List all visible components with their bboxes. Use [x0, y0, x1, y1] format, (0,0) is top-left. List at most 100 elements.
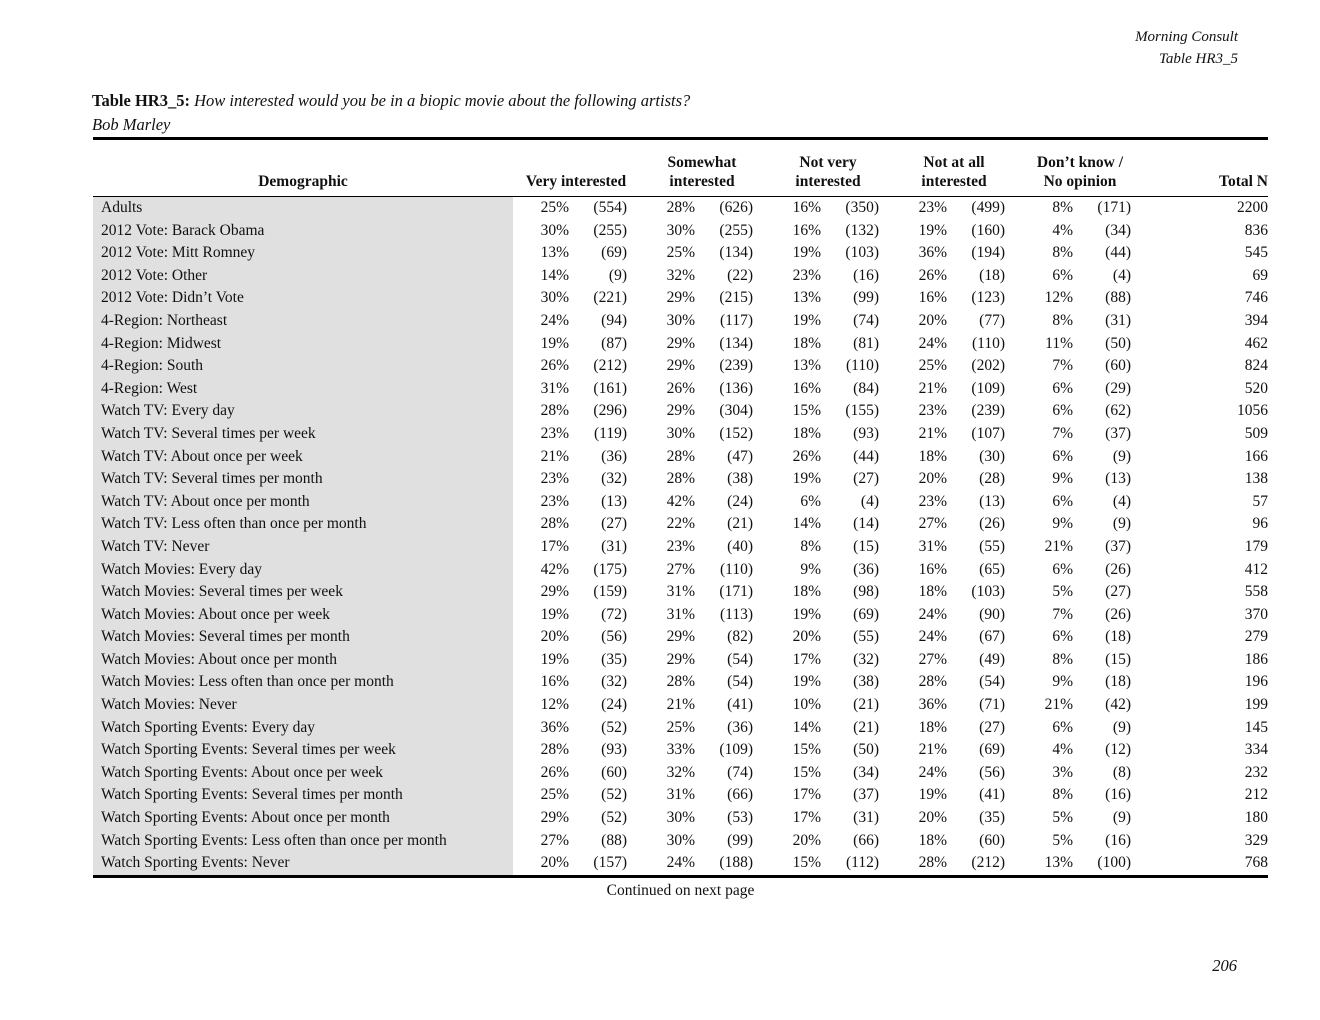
- percent-value: 29%: [666, 357, 695, 375]
- percent-value: 20%: [792, 628, 821, 646]
- percent-value: 9%: [1052, 673, 1073, 691]
- row-demographic-label: Watch Sporting Events: Less often than o…: [93, 829, 513, 853]
- percent-value: 21%: [1044, 537, 1073, 555]
- percent-value: 19%: [792, 244, 821, 262]
- percent-value: 25%: [666, 244, 695, 262]
- table-row: Watch TV: About once per week 21% (36) 28% (…: [93, 445, 1268, 469]
- column-header-line: Not at all: [923, 154, 985, 171]
- count-value: (32): [853, 650, 879, 668]
- count-value: (13): [1105, 470, 1131, 488]
- table-row: Watch Movies: Less often than once per m…: [93, 671, 1268, 695]
- count-value: (52): [601, 809, 627, 827]
- count-value: (41): [979, 786, 1005, 804]
- count-value: (16): [1105, 786, 1131, 804]
- page-number: 206: [1212, 956, 1237, 975]
- count-value: (159): [593, 583, 627, 601]
- percent-value: 8%: [1052, 244, 1073, 262]
- percent-value: 30%: [666, 831, 695, 849]
- row-demographic-label: 4-Region: West: [93, 377, 513, 401]
- row-demographic-label: 4-Region: Northeast: [93, 309, 513, 333]
- table-row: Watch Sporting Events: Several times per…: [93, 739, 1268, 762]
- table-row: 2012 Vote: Didn’t Vote 30% (221) 29% (215) 13…: [93, 287, 1268, 310]
- count-value: (99): [853, 289, 879, 307]
- count-value: (255): [593, 221, 627, 239]
- table-row: Watch Sporting Events: Several times per…: [93, 784, 1268, 808]
- percent-value: 23%: [918, 199, 947, 216]
- column-header-line: Very interested: [525, 173, 627, 190]
- percent-value: 18%: [792, 583, 821, 601]
- percent-value: 19%: [792, 673, 821, 691]
- percent-value: 25%: [666, 718, 695, 736]
- total-n-value: 462: [1244, 334, 1268, 352]
- percent-value: 13%: [540, 244, 569, 262]
- count-value: (44): [853, 447, 879, 465]
- percent-value: 9%: [800, 560, 821, 578]
- count-value: (110): [720, 560, 753, 578]
- percent-value: 24%: [918, 605, 947, 623]
- table-row: Watch TV: Several times per week 23% (119)…: [93, 422, 1268, 446]
- count-value: (103): [845, 244, 879, 262]
- total-n-value: 1056: [1237, 402, 1268, 420]
- title-subject: Bob Marley: [92, 115, 171, 134]
- row-demographic-label: 2012 Vote: Barack Obama: [93, 219, 513, 243]
- count-value: (16): [1105, 831, 1131, 849]
- percent-value: 11%: [1045, 334, 1073, 352]
- count-value: (113): [720, 605, 753, 623]
- count-value: (34): [853, 763, 879, 781]
- percent-value: 27%: [918, 650, 947, 668]
- percent-value: 31%: [666, 583, 695, 601]
- percent-value: 15%: [792, 763, 821, 781]
- running-header: Morning Consult Table HR3_5: [1135, 26, 1238, 70]
- row-demographic-label: Watch Movies: Never: [93, 694, 513, 717]
- table-row: Watch Sporting Events: Never 20% (157) 24% (…: [93, 852, 1268, 875]
- percent-value: 20%: [540, 854, 569, 872]
- count-value: (93): [853, 424, 879, 442]
- count-value: (304): [719, 402, 753, 420]
- count-value: (13): [601, 492, 627, 510]
- percent-value: 26%: [540, 763, 569, 781]
- count-value: (112): [846, 854, 879, 872]
- total-n-value: 166: [1244, 447, 1268, 465]
- percent-value: 30%: [540, 221, 569, 239]
- percent-value: 21%: [666, 696, 695, 714]
- percent-value: 28%: [918, 673, 947, 691]
- total-n-value: 145: [1244, 718, 1268, 736]
- count-value: (37): [1105, 537, 1131, 555]
- table-row: Watch Movies: About once per month 19% (35…: [93, 648, 1268, 672]
- percent-value: 30%: [540, 289, 569, 307]
- count-value: (42): [1105, 696, 1131, 714]
- count-value: (221): [593, 289, 627, 307]
- percent-value: 21%: [918, 741, 947, 759]
- data-table: Demographic Very interested Somewhat inter…: [93, 137, 1268, 878]
- column-header-line: Somewhat: [667, 154, 737, 171]
- table-row: 2012 Vote: Barack Obama 30% (255) 30% (255) 1…: [93, 219, 1268, 243]
- count-value: (554): [593, 199, 627, 216]
- table-row: Watch Movies: Every day 42% (175) 27% (110) 9…: [93, 558, 1268, 582]
- percent-value: 16%: [918, 560, 947, 578]
- percent-value: 5%: [1052, 809, 1073, 827]
- table-header-row: Demographic Very interested Somewhat inter…: [93, 140, 1268, 197]
- count-value: (32): [601, 470, 627, 488]
- count-value: (31): [1105, 311, 1131, 329]
- count-value: (194): [971, 244, 1005, 262]
- column-header-demographic: Demographic: [258, 173, 348, 190]
- count-value: (36): [853, 560, 879, 578]
- percent-value: 23%: [918, 402, 947, 420]
- percent-value: 3%: [1052, 763, 1073, 781]
- row-demographic-label: Watch TV: Less often than once per month: [93, 513, 513, 536]
- row-demographic-label: Watch Sporting Events: About once per we…: [93, 761, 513, 785]
- count-value: (52): [601, 786, 627, 804]
- percent-value: 13%: [792, 289, 821, 307]
- total-n-value: 2200: [1237, 199, 1268, 216]
- total-n-value: 334: [1244, 741, 1268, 759]
- count-value: (212): [971, 854, 1005, 872]
- percent-value: 13%: [792, 357, 821, 375]
- source-name: Morning Consult: [1135, 29, 1238, 45]
- count-value: (161): [593, 379, 627, 397]
- count-value: (69): [601, 244, 627, 262]
- count-value: (12): [1105, 741, 1131, 759]
- table-row: Watch Sporting Events: Less often than o…: [93, 829, 1268, 853]
- percent-value: 15%: [792, 854, 821, 872]
- percent-value: 24%: [918, 763, 947, 781]
